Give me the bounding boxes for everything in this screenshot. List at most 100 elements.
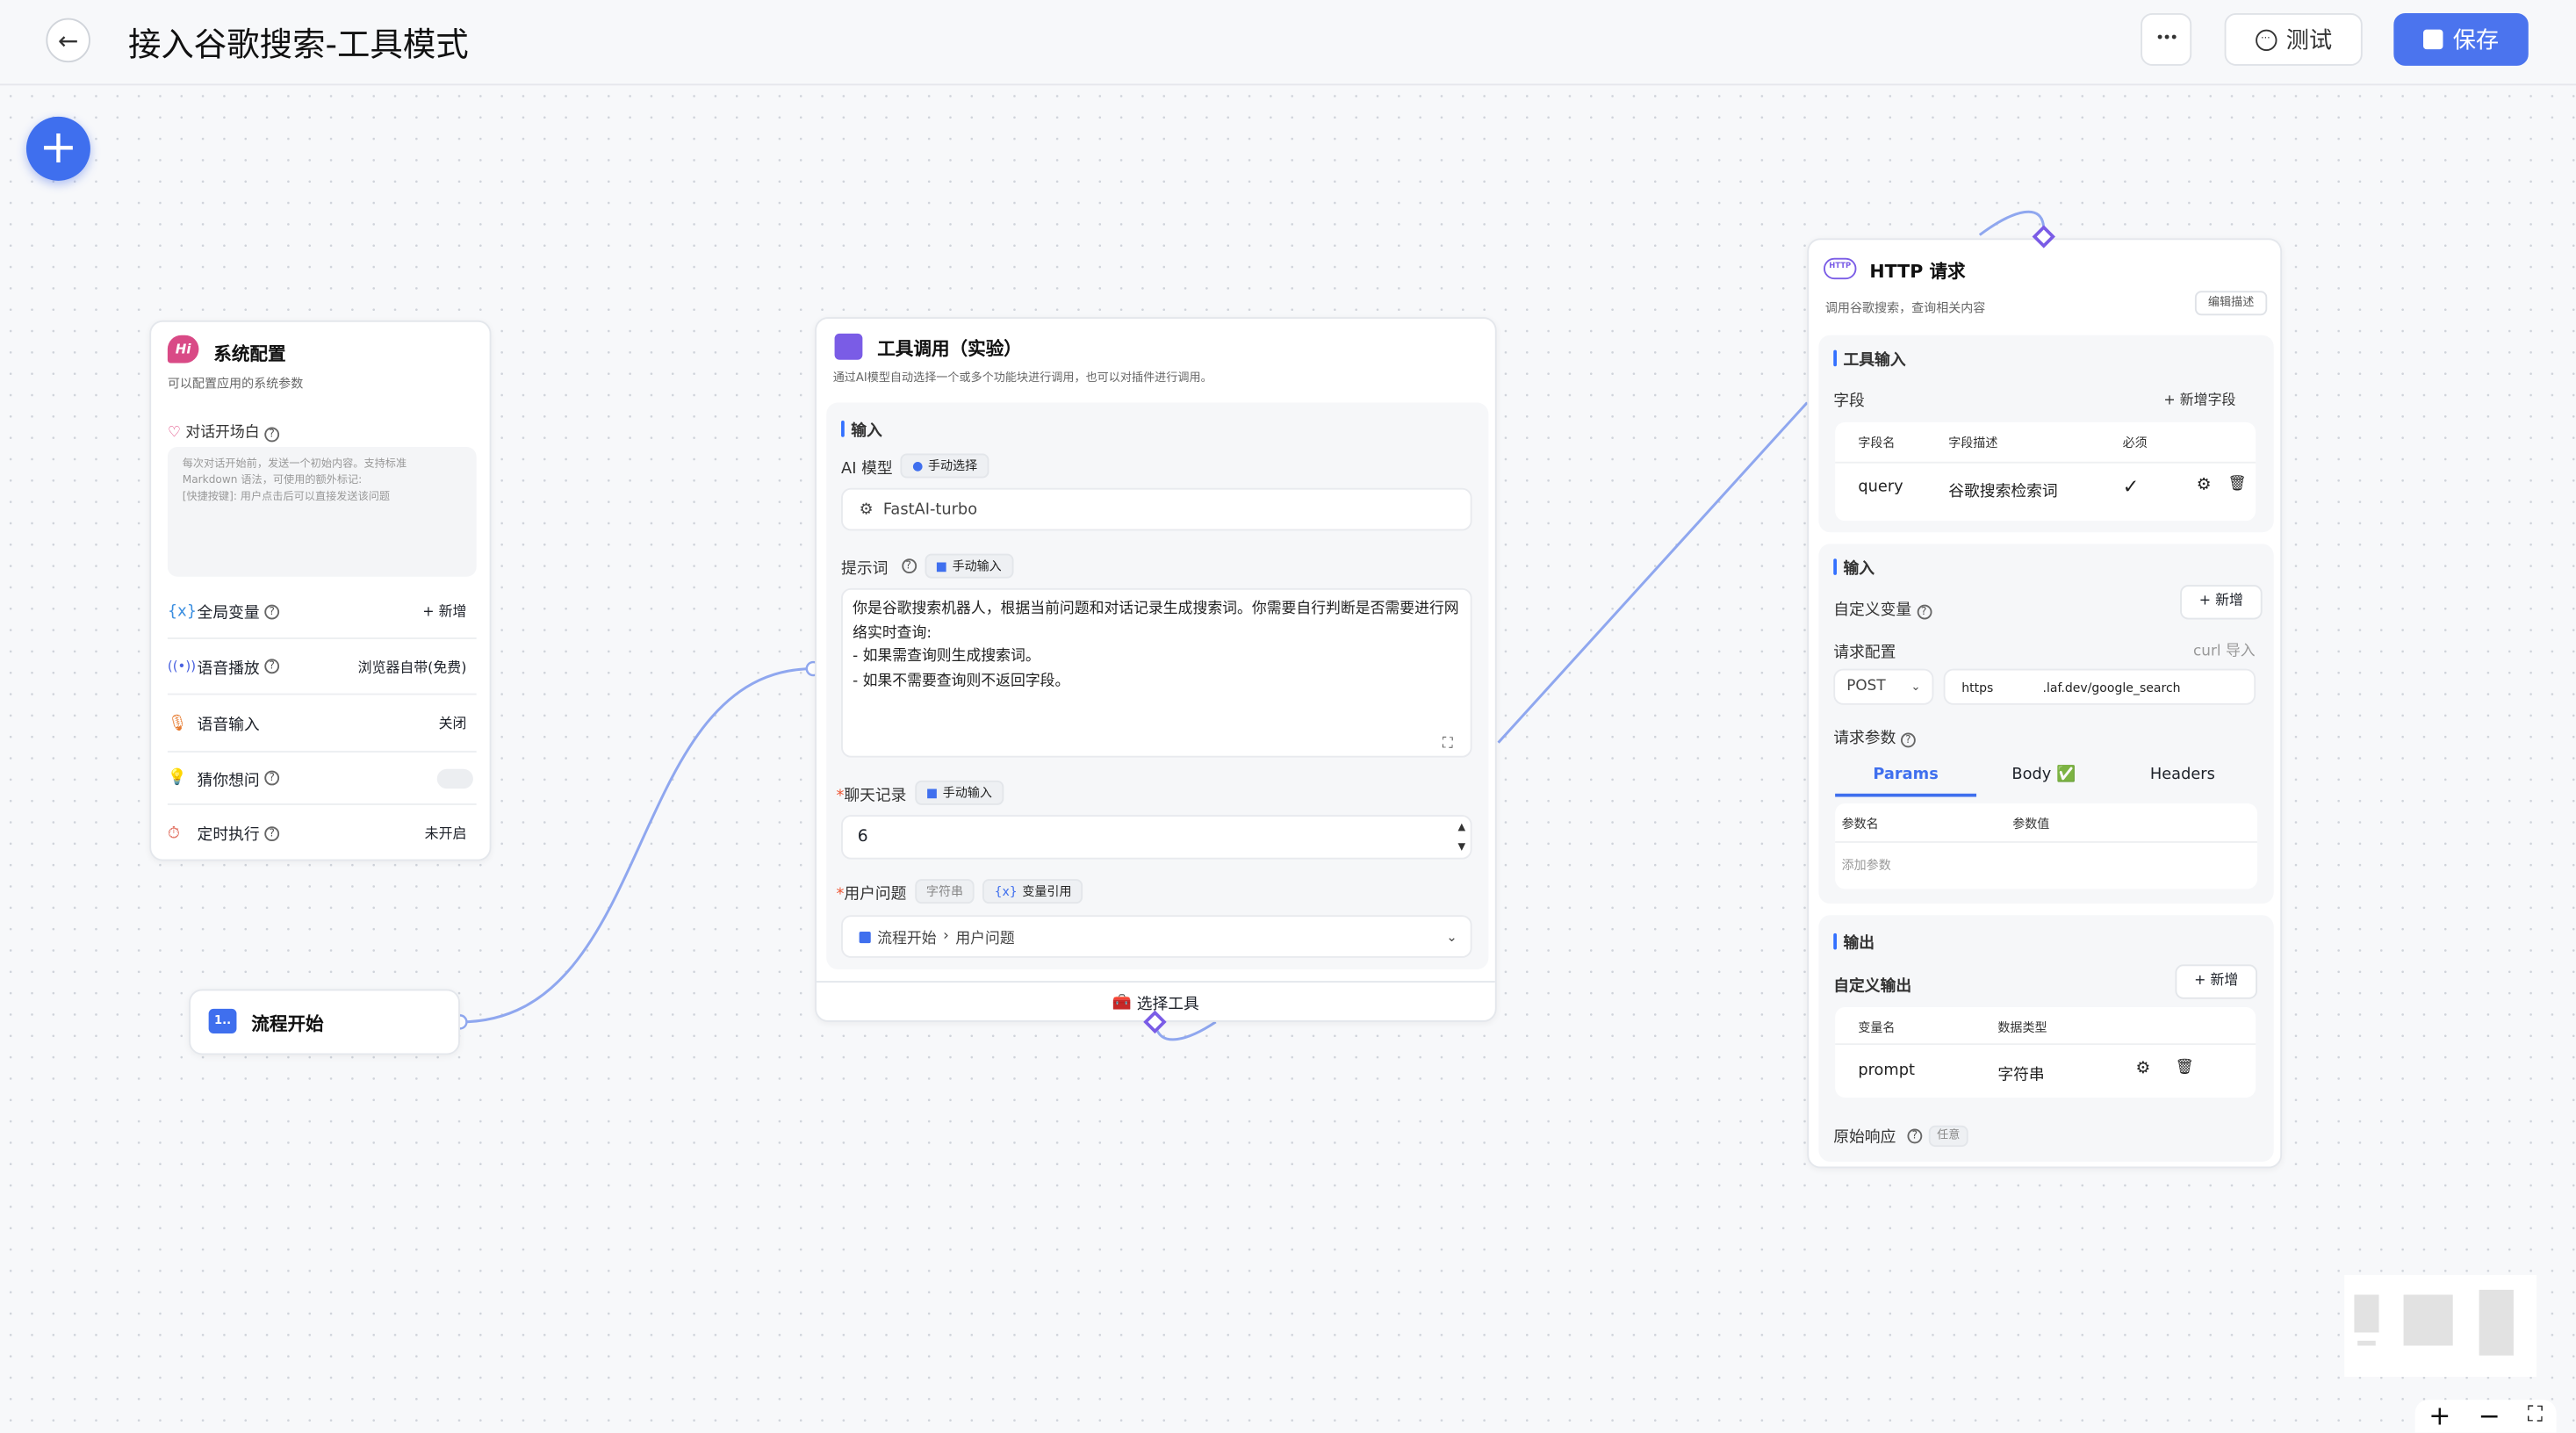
zoom-in-button[interactable]: +: [2428, 1400, 2451, 1431]
output-type: 字符串: [1997, 1066, 2045, 1084]
add-param-placeholder[interactable]: 添加参数: [1841, 857, 1891, 873]
column-header: 必须: [2122, 435, 2148, 450]
model-value: FastAI-turbo: [882, 500, 978, 519]
column-header: 字段描述: [1948, 435, 1998, 450]
test-label: 测试: [2285, 27, 2333, 54]
tag-label: 手动输入: [942, 785, 992, 801]
tab-params[interactable]: Params: [1835, 760, 1977, 797]
output-section: 输出 自定义输出 + 新增 变量名 数据类型 prompt 字符串 ⚙ 🗑 原始…: [1818, 915, 2274, 1162]
output-table: 变量名 数据类型 prompt 字符串 ⚙ 🗑: [1835, 1007, 2256, 1098]
heart-chat-icon: ♡: [167, 425, 181, 443]
field-desc: 谷歌搜索检索词: [1948, 483, 2058, 501]
custom-var-label: 自定义变量: [1833, 601, 1912, 620]
tool-call-node[interactable]: 工具调用（实验） 通过AI模型自动选择一个或多个功能块进行调用，也可以对插件进行…: [815, 317, 1497, 1022]
node-title: 工具调用（实验）: [877, 338, 1022, 360]
tool-input-section: 工具输入 字段 + 新增字段 字段名 字段描述 必须 query 谷歌搜索检索词…: [1818, 335, 2274, 533]
node-desc: 调用谷歌搜索，查询相关内容: [1824, 300, 1986, 316]
chevron-down-icon: ⌄: [1446, 929, 1457, 945]
prompt-mode-tag[interactable]: ■ 手动输入: [924, 553, 1013, 579]
settings-icon[interactable]: ⚙: [2196, 476, 2212, 495]
welcome-textarea[interactable]: 每次对话开始前，发送一个初始内容。支持标准 Markdown 语法，可使用的额外…: [167, 446, 477, 577]
variable-icon: {x}: [167, 601, 198, 621]
settings-icon[interactable]: ⚙: [2135, 1059, 2151, 1078]
help-icon: ?: [264, 825, 280, 841]
header: ← 接入谷歌搜索-工具模式 ••• ··· 测试 保存: [0, 0, 2576, 86]
flow-start-node[interactable]: 1.. 流程开始: [189, 989, 460, 1055]
help-icon: ?: [264, 603, 280, 619]
guess-question-row: 💡 猜你想问?: [167, 753, 477, 805]
edge-tool-to-http: [1497, 401, 1809, 744]
curl-import-button[interactable]: curl 导入: [2193, 644, 2256, 661]
expand-icon[interactable]: ⛶: [1442, 736, 1453, 753]
add-output-button[interactable]: + 新增: [2175, 964, 2258, 999]
value: 浏览器自带(免费): [357, 659, 467, 676]
microphone-icon: 🎙: [167, 714, 188, 732]
more-button[interactable]: •••: [2141, 12, 2192, 66]
history-number-input[interactable]: 6 ▲ ▼: [841, 815, 1472, 860]
back-button[interactable]: ←: [46, 18, 90, 63]
http-request-node[interactable]: HTTP HTTP 请求 调用谷歌搜索，查询相关内容 编辑描述 工具输入 字段 …: [1807, 238, 2283, 1169]
add-field-button[interactable]: + 新增字段: [2163, 392, 2236, 409]
save-icon: [2423, 29, 2443, 50]
tts-row[interactable]: ((•)) 语音播放? 浏览器自带(免费): [167, 639, 477, 695]
fit-view-button[interactable]: ⛶: [2527, 1403, 2543, 1429]
model-mode-tag[interactable]: ● 手动选择: [901, 453, 989, 479]
add-node-button[interactable]: +: [25, 116, 90, 181]
section-title: 输出: [1843, 934, 1875, 954]
chevron-right-icon: ›: [943, 928, 949, 945]
trash-icon[interactable]: 🗑: [2175, 1059, 2194, 1077]
system-config-node[interactable]: Hi 系统配置 可以配置应用的系统参数 ♡ 对话开场白? 每次对话开始前，发送一…: [149, 320, 492, 861]
help-icon: ?: [901, 558, 917, 574]
url-input[interactable]: https .laf.dev/google_search: [1943, 668, 2256, 705]
chat-icon: ···: [2255, 28, 2277, 51]
chevron-down-icon: ⌄: [1910, 680, 1921, 694]
http-cloud-icon: HTTP: [1824, 257, 1857, 280]
welcome-label: 对话开场白: [185, 425, 260, 443]
select-tool-label: 选择工具: [1136, 995, 1199, 1014]
method-value: POST: [1846, 678, 1886, 695]
flow-start-icon: 1..: [208, 1008, 237, 1033]
voice-input-row[interactable]: 🎙 语音输入 关闭: [167, 695, 477, 753]
node-desc: 可以配置应用的系统参数: [167, 376, 304, 392]
zoom-out-button[interactable]: −: [2478, 1400, 2500, 1431]
save-label: 保存: [2452, 27, 2500, 54]
request-config-label: 请求配置: [1833, 644, 1896, 663]
add-global-var-button[interactable]: + 新增: [422, 604, 467, 622]
minimap[interactable]: [2344, 1275, 2537, 1378]
hi-icon: Hi: [167, 335, 199, 364]
edge-tool-bottom: [1153, 1020, 1217, 1041]
more-icon: •••: [2155, 31, 2178, 48]
prompt-textarea[interactable]: 你是谷歌搜索机器人，根据当前问题和对话记录生成搜索词。你需要自行判断是否需要进行…: [841, 587, 1472, 758]
scheduled-run-row[interactable]: ⏱ 定时执行? 未开启: [168, 805, 477, 861]
params-table: 参数名 参数值 添加参数: [1835, 803, 2258, 889]
value: 未开启: [424, 826, 467, 843]
column-header: 参数名: [1841, 816, 1879, 832]
question-label: 用户问题: [844, 884, 907, 904]
robot-icon: ●: [912, 458, 924, 473]
add-variable-button[interactable]: + 新增: [2180, 585, 2263, 620]
question-ref-select[interactable]: 流程开始 › 用户问题 ⌄: [841, 915, 1472, 958]
question-mode-tag[interactable]: {x} 变量引用: [982, 879, 1083, 904]
guess-toggle[interactable]: [436, 767, 473, 789]
save-button[interactable]: 保存: [2393, 12, 2529, 66]
tag-label: 手动输入: [952, 558, 1002, 574]
select-tool-button[interactable]: 🧰 选择工具: [816, 981, 1495, 1022]
history-mode-tag[interactable]: ■ 手动输入: [914, 780, 1004, 805]
method-select[interactable]: POST ⌄: [1833, 668, 1934, 705]
prompt-label: 提示词: [841, 559, 889, 578]
model-select[interactable]: ⚙ FastAI-turbo: [841, 487, 1472, 531]
trash-icon[interactable]: 🗑: [2227, 476, 2247, 493]
label: 猜你想问: [197, 771, 260, 790]
tab-headers[interactable]: Headers: [2149, 765, 2215, 784]
node-desc: 通过AI模型自动选择一个或多个功能块进行调用，也可以对插件进行调用。: [832, 371, 1212, 385]
custom-output-label: 自定义输出: [1833, 977, 1912, 996]
request-tabs: Params Body ✅ Headers: [1835, 760, 2254, 797]
stepper-icon[interactable]: ▲ ▼: [1457, 820, 1466, 853]
tab-body[interactable]: Body ✅: [2011, 765, 2076, 784]
test-button[interactable]: ··· 测试: [2224, 12, 2363, 66]
edit-description-button[interactable]: 编辑描述: [2194, 291, 2268, 316]
lightbulb-icon: 💡: [167, 768, 188, 788]
node-title: 流程开始: [251, 1013, 324, 1035]
label: 全局变量: [197, 604, 260, 623]
tag-label: 手动选择: [927, 458, 978, 473]
